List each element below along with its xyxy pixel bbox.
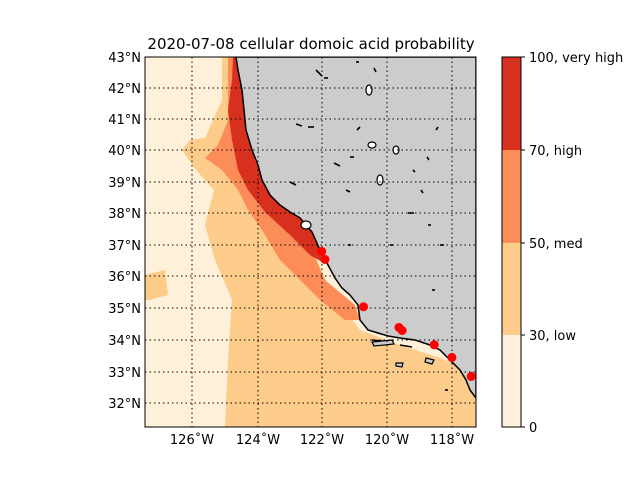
lon-label: 126˚W: [170, 432, 214, 448]
colorbar-label: 100, very high: [529, 51, 623, 66]
latitude-labels: 43°N 42°N 41°N 40°N 39°N 38°N 37°N 36°N …: [108, 51, 141, 412]
colorbar-label: 50, med: [529, 237, 583, 252]
offshore-islands: [371, 339, 435, 368]
inland-lakes: [300, 84, 400, 230]
observation-point: [320, 254, 330, 264]
land: [235, 57, 476, 400]
colorbar-low: [502, 335, 521, 427]
lat-label: 38°N: [108, 207, 141, 222]
colorbar-label: 30, low: [529, 329, 576, 344]
lat-label: 39°N: [108, 176, 141, 191]
lat-label: 43°N: [108, 51, 141, 66]
observation-point: [397, 326, 407, 335]
lat-label: 35°N: [108, 302, 141, 317]
observation-point: [447, 352, 457, 362]
lat-label: 36°N: [108, 270, 141, 285]
lat-label: 33°N: [108, 366, 141, 381]
colorbar-high: [502, 150, 521, 243]
observation-point: [429, 340, 439, 350]
lat-label: 34°N: [108, 334, 141, 349]
lat-label: 41°N: [108, 113, 141, 128]
map-frame: [144, 56, 477, 428]
colorbar-label: 70, high: [529, 144, 582, 159]
lat-label: 32°N: [108, 397, 141, 412]
colorbar-very-high: [502, 57, 521, 150]
lon-label: 120˚W: [365, 432, 409, 448]
lat-label: 42°N: [108, 82, 141, 97]
very-high-probability-zone: [228, 57, 322, 262]
graticule: [145, 57, 476, 427]
observation-points: [317, 247, 476, 381]
lat-label: 37°N: [108, 239, 141, 254]
colorbar-medium: [502, 243, 521, 335]
map-title: 2020-07-08 cellular domoic acid probabil…: [147, 35, 474, 53]
observation-point: [359, 302, 368, 312]
colorbar: 100, very high 70, high 50, med 30, low …: [501, 51, 623, 436]
observation-point: [466, 371, 476, 381]
colorbar-label: 0: [529, 421, 537, 436]
medium-probability-patch: [145, 270, 168, 300]
lat-label: 40°N: [108, 144, 141, 159]
longitude-labels: 126˚W 124˚W 122˚W 120˚W 118˚W: [170, 432, 474, 448]
observation-point: [317, 247, 327, 256]
medium-probability-zone: [182, 57, 476, 427]
colorbar-frame: [501, 56, 522, 428]
lon-label: 122˚W: [300, 432, 344, 448]
lon-label: 124˚W: [236, 432, 280, 448]
lon-label: 118˚W: [430, 432, 474, 448]
